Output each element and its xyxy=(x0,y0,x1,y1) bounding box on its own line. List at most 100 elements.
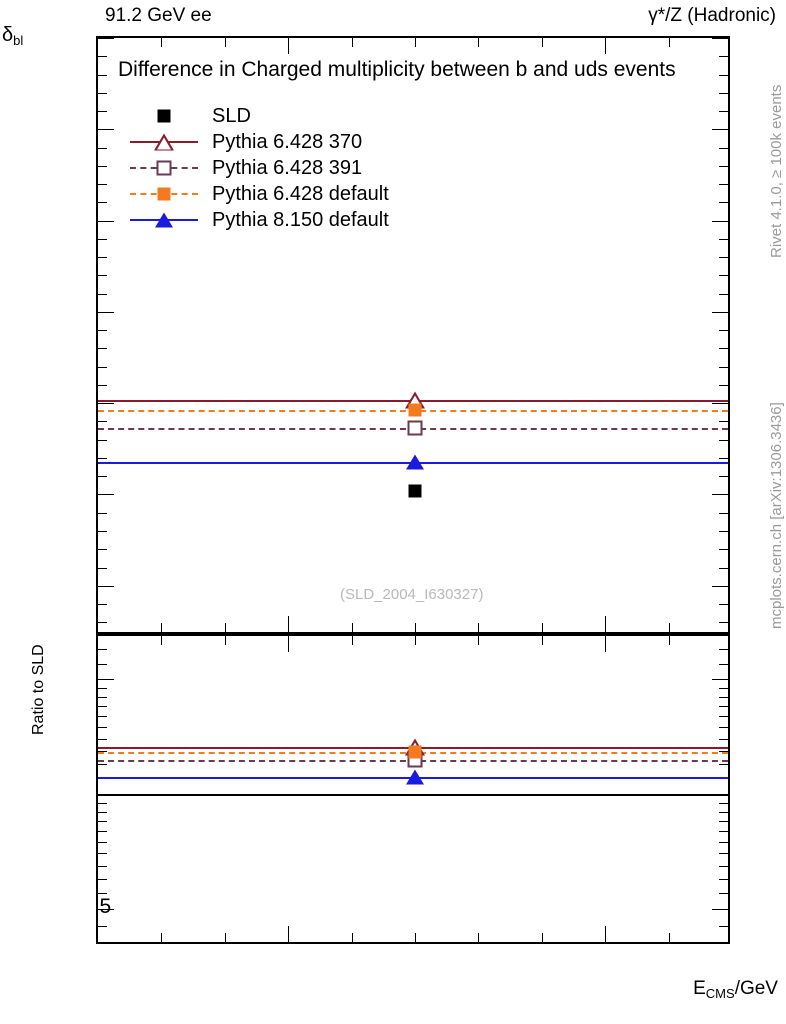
y-axis-minor-tick xyxy=(719,293,728,295)
y-axis-minor-tick xyxy=(719,202,728,204)
y-axis-minor-tick xyxy=(98,821,107,823)
legend-label: SLD xyxy=(212,104,251,127)
y-axis-minor-tick xyxy=(98,439,107,441)
x-axis-minor-tick xyxy=(668,623,670,632)
legend-label: Pythia 8.150 default xyxy=(212,208,389,231)
y-axis-minor-tick xyxy=(98,384,107,386)
main-plot-panel: 8765432 xyxy=(96,36,730,634)
x-axis-major-tick xyxy=(288,636,290,652)
y-axis-minor-tick xyxy=(98,147,107,149)
x-axis-minor-tick xyxy=(351,636,353,645)
y-axis-minor-tick xyxy=(719,865,728,867)
x-axis-major-tick xyxy=(605,926,607,942)
y-axis-minor-tick xyxy=(98,92,107,94)
legend-marker-sample xyxy=(157,109,171,123)
beam-energy-label: 91.2 GeV ee xyxy=(105,5,212,26)
x-axis-minor-tick xyxy=(478,623,480,632)
x-axis-minor-tick xyxy=(161,623,163,632)
y-axis-major-tick xyxy=(712,38,728,39)
x-axis-title-subscript: CMS xyxy=(705,986,735,1001)
data-point-marker xyxy=(408,484,422,498)
x-axis-minor-tick xyxy=(415,636,416,645)
y-axis-minor-tick xyxy=(719,716,728,718)
y-axis-major-tick xyxy=(712,494,728,496)
y-axis-minor-tick xyxy=(98,184,107,186)
y-axis-minor-tick xyxy=(719,74,728,76)
x-axis-major-tick xyxy=(288,926,290,942)
x-axis-minor-tick xyxy=(351,933,353,942)
process-label: γ*/Z (Hadronic) xyxy=(648,5,776,26)
y-axis-minor-tick xyxy=(719,549,728,551)
y-axis-minor-tick xyxy=(719,750,728,752)
y-axis-minor-tick xyxy=(719,622,728,624)
legend-key xyxy=(130,103,198,129)
legend-marker-sample xyxy=(155,212,173,228)
y-axis-minor-tick xyxy=(98,622,107,624)
x-axis-minor-tick xyxy=(668,38,670,47)
y-axis-minor-tick xyxy=(98,366,107,368)
x-axis-major-tick xyxy=(605,616,607,632)
y-axis-title-ratio: Ratio to SLD xyxy=(30,644,47,735)
legend-key xyxy=(130,129,198,155)
ratio-plot-panel: 22110.50.59191.5 xyxy=(96,634,730,944)
y-axis-minor-tick xyxy=(719,567,728,569)
y-axis-minor-tick xyxy=(98,811,107,813)
y-axis-minor-tick xyxy=(719,92,728,94)
legend-item[interactable]: Pythia 6.428 391 xyxy=(130,155,389,181)
y-axis-minor-tick xyxy=(719,512,728,514)
x-axis-minor-tick xyxy=(351,623,353,632)
y-axis-major-tick xyxy=(98,220,114,222)
y-axis-minor-tick xyxy=(719,257,728,259)
y-axis-minor-tick xyxy=(98,802,107,804)
legend: SLD Pythia 6.428 370 Pythia 6.428 391 Pythi… xyxy=(130,103,389,233)
main-plot-area: 8765432 xyxy=(98,38,728,632)
y-axis-minor-tick xyxy=(719,476,728,478)
y-axis-minor-tick xyxy=(98,512,107,514)
y-axis-minor-tick xyxy=(98,716,107,718)
y-axis-minor-tick xyxy=(719,663,728,665)
legend-item[interactable]: SLD xyxy=(130,103,389,129)
data-point-marker xyxy=(406,454,424,470)
y-axis-minor-tick xyxy=(719,893,728,895)
y-axis-major-tick xyxy=(712,909,728,911)
y-axis-minor-tick xyxy=(719,457,728,459)
x-axis-minor-tick xyxy=(415,933,416,942)
y-axis-minor-tick xyxy=(98,764,107,766)
y-axis-minor-tick xyxy=(98,567,107,569)
legend-item[interactable]: Pythia 6.428 370 xyxy=(130,129,389,155)
y-axis-minor-tick xyxy=(719,706,728,708)
y-axis-minor-tick xyxy=(719,348,728,350)
y-axis-minor-tick xyxy=(98,74,107,76)
y-axis-minor-tick xyxy=(719,878,728,880)
x-axis-major-tick xyxy=(288,616,290,632)
y-axis-minor-tick xyxy=(98,649,107,651)
y-axis-minor-tick xyxy=(98,878,107,880)
legend-item[interactable]: Pythia 6.428 default xyxy=(130,181,389,207)
y-axis-minor-tick xyxy=(98,841,107,843)
y-axis-minor-tick xyxy=(719,738,728,740)
plot-title: Difference in Charged multiplicity betwe… xyxy=(118,58,676,81)
legend-label: Pythia 6.428 370 xyxy=(212,130,363,153)
y-axis-minor-tick xyxy=(719,649,728,651)
y-axis-minor-tick xyxy=(98,202,107,204)
y-axis-minor-tick xyxy=(98,696,107,698)
y-axis-minor-tick xyxy=(719,56,728,58)
legend-marker-sample xyxy=(154,133,174,151)
y-axis-minor-tick xyxy=(719,821,728,823)
y-axis-minor-tick xyxy=(98,56,107,58)
y-axis-title-main: δbl xyxy=(2,24,23,48)
y-axis-minor-tick xyxy=(719,238,728,240)
y-axis-minor-tick xyxy=(719,727,728,729)
legend-item[interactable]: Pythia 8.150 default xyxy=(130,207,389,233)
x-axis-minor-tick xyxy=(161,38,163,47)
legend-key xyxy=(130,181,198,207)
y-axis-minor-tick xyxy=(98,687,107,689)
x-axis-minor-tick xyxy=(478,933,480,942)
y-axis-minor-tick xyxy=(98,293,107,295)
y-axis-minor-tick xyxy=(719,531,728,532)
y-axis-minor-tick xyxy=(98,865,107,867)
y-axis-major-tick xyxy=(712,129,728,131)
analysis-id-watermark: (SLD_2004_I630327) xyxy=(340,586,484,603)
rivet-version-note: Rivet 4.1.0, ≥ 100k events xyxy=(768,84,785,258)
y-axis-minor-tick xyxy=(719,330,728,332)
